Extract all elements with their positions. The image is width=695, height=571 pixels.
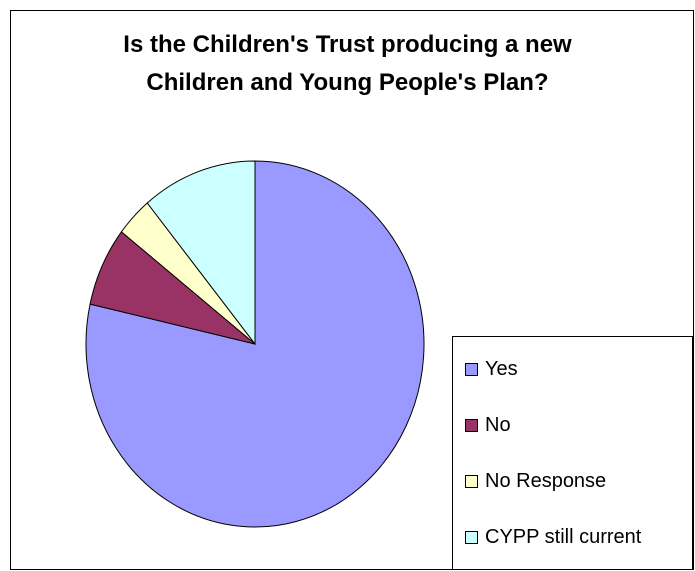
legend-swatch-cypp-still-current	[465, 530, 478, 544]
legend-label-no-response: No Response	[485, 469, 607, 492]
chart-title-line-2: Children and Young People's Plan?	[146, 69, 549, 96]
legend-item-no: No	[465, 413, 511, 437]
legend-swatch-no-response	[465, 474, 478, 488]
chart-title: Is the Children's Trust producing a new …	[60, 26, 635, 102]
legend-item-no-response: No Response	[465, 469, 606, 493]
legend-swatch-yes	[465, 362, 478, 376]
legend-label-cypp-still-current: CYPP still current	[485, 525, 642, 548]
legend: Yes No No Response CYPP still current	[452, 336, 693, 570]
legend-item-yes: Yes	[465, 357, 518, 381]
pie-slice-cypp-still-current	[146, 160, 256, 346]
legend-label-yes: Yes	[485, 357, 518, 380]
legend-label-no: No	[485, 413, 511, 436]
legend-swatch-no	[465, 418, 478, 432]
legend-item-cypp-still-current: CYPP still current	[465, 525, 641, 549]
pie-slices	[85, 160, 425, 528]
chart-title-line-1: Is the Children's Trust producing a new	[123, 31, 572, 58]
